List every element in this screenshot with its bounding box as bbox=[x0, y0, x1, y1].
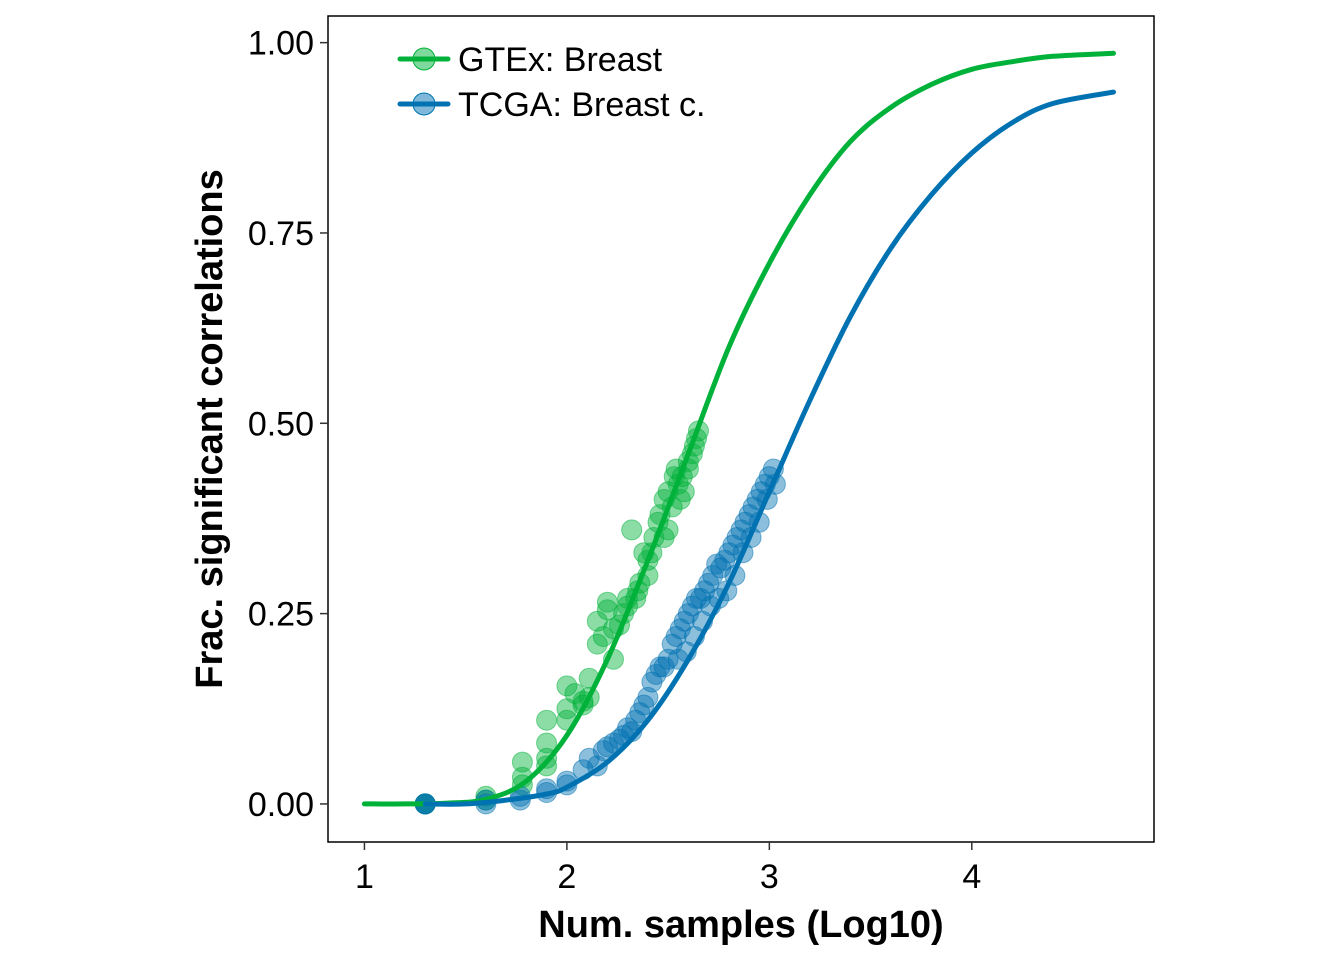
legend-marker-tcga bbox=[412, 92, 436, 116]
data-point-gtex bbox=[536, 755, 558, 777]
y-tick-label: 0.25 bbox=[248, 596, 314, 634]
data-point-tcga bbox=[596, 736, 618, 758]
x-tick-label: 3 bbox=[760, 858, 779, 896]
y-tick-label: 0.75 bbox=[248, 215, 314, 253]
data-point-gtex bbox=[511, 751, 533, 773]
data-point-gtex bbox=[621, 519, 643, 541]
fit-line-tcga bbox=[422, 89, 1116, 807]
data-point-gtex bbox=[596, 591, 618, 613]
x-axis-title: Num. samples (Log10) bbox=[538, 904, 943, 946]
data-point-tcga bbox=[578, 747, 600, 769]
legend-label-tcga: TCGA: Breast c. bbox=[458, 86, 706, 124]
x-tick-label: 1 bbox=[355, 858, 374, 896]
legend: GTEx: Breast TCGA: Breast c. bbox=[397, 41, 706, 124]
x-axis: 1 2 3 4 bbox=[355, 842, 981, 896]
data-point-gtex bbox=[596, 599, 618, 621]
y-tick-label: 0.50 bbox=[248, 405, 314, 443]
data-point-gtex bbox=[564, 683, 586, 704]
y-tick-label: 1.00 bbox=[248, 25, 314, 63]
y-axis-title: Frac. significant correlations bbox=[189, 169, 231, 688]
plot-frame bbox=[327, 15, 1155, 843]
data-point-gtex bbox=[536, 709, 558, 731]
data-point-tcga bbox=[617, 717, 639, 739]
y-axis: 0.00 0.25 0.50 0.75 1.00 bbox=[248, 25, 328, 824]
legend-marker-gtex bbox=[412, 47, 436, 71]
points-layer bbox=[414, 420, 786, 815]
data-point-tcga bbox=[702, 565, 724, 586]
fit-line-gtex bbox=[361, 50, 1116, 807]
data-point-gtex bbox=[536, 732, 558, 754]
x-tick-label: 2 bbox=[557, 858, 576, 896]
x-tick-label: 4 bbox=[962, 858, 981, 896]
data-point-gtex bbox=[556, 675, 578, 697]
y-tick-label: 0.00 bbox=[248, 786, 314, 824]
legend-item-tcga: TCGA: Breast c. bbox=[397, 86, 706, 124]
legend-label-gtex: GTEx: Breast bbox=[458, 41, 663, 79]
legend-item-gtex: GTEx: Breast bbox=[397, 41, 663, 79]
fit-lines-layer bbox=[361, 50, 1116, 807]
